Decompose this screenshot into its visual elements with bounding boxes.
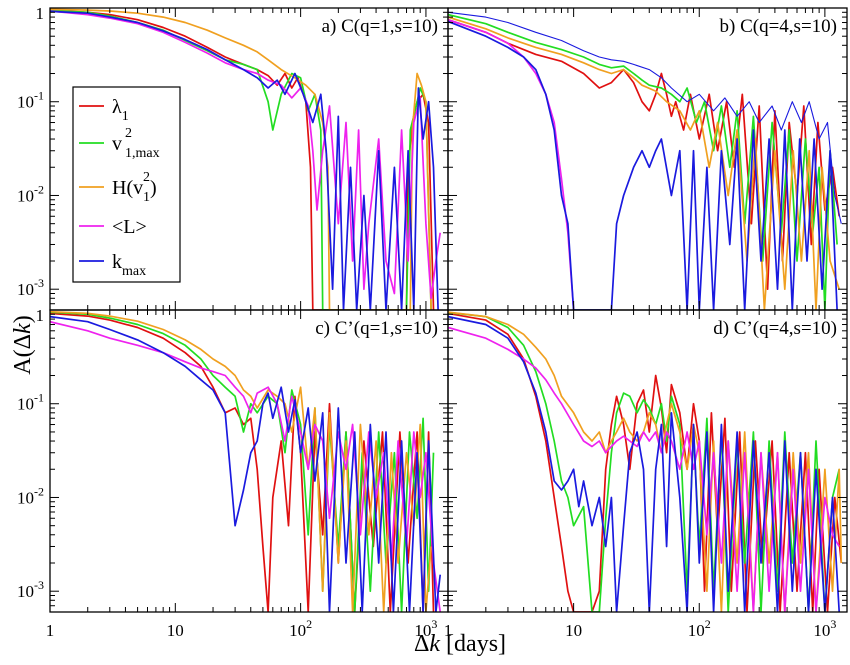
series-line-b-v-1-max [448,13,838,310]
panel-frame-d [447,309,848,613]
series-line-b-h-v-1 [448,16,841,310]
y-tick-label-a: 1 [36,4,45,23]
series-line-b-kmax [448,20,838,310]
y-tick-label-a: 10-2 [17,182,44,205]
x-tick-label-c: 102 [289,617,312,640]
panel-title-c: c) C’(q=1,s=10) [315,318,438,339]
series-line-c-v-1-max [50,311,435,612]
x-tick-label-c: 103 [414,617,437,640]
y-axis-title: A(Δk) [10,315,36,374]
legend-label-H: H(v2 1) [112,170,157,205]
series-line-d-v-1-max [448,311,841,612]
panel-title-a: a) C(q=1,s=10) [322,16,438,37]
series-group-c [50,310,442,612]
legend-label-v2: v 2 1,max [112,126,160,161]
series-line-a-kmax [50,10,439,310]
series-line-c-kmax [50,315,442,612]
y-tick-label-c: 1 [36,306,45,325]
series-group-a [50,8,442,310]
panel-b: b) C(q=4,s=10) [447,7,848,311]
y-tick-label-a: 10-1 [17,89,44,112]
x-tick-label-d: 103 [813,617,836,640]
panel-d: d) C’(q=4,s=10) [447,309,848,613]
legend-box [72,86,181,283]
x-tick-label-c: 1 [46,621,55,640]
panel-c: c) C’(q=1,s=10) [49,309,449,613]
series-group-b [448,11,842,310]
series-line-d-kmax [448,315,841,612]
x-tick-label-d: 10 [565,621,582,640]
x-axis-title: Δk [days] [414,631,506,657]
series-line-c-1 [50,312,435,612]
x-tick-label-d: 1 [444,621,453,640]
series-line-c-l [50,320,442,612]
series-line-a-h-v-1 [50,8,432,310]
legend-label-lambda1: λ1 [112,96,129,124]
panel-title-d: d) C’(q=4,s=10) [713,318,837,339]
x-tick-label-c: 10 [167,621,184,640]
y-tick-label-c: 10-2 [17,484,44,507]
y-tick-label-c: 10-1 [17,391,44,414]
y-tick-label-a: 10-3 [17,276,44,299]
series-line-b-kmax-thin [448,11,842,224]
series-line-c-h-v-1 [50,310,432,612]
legend-label-kmax: kmax [112,251,146,279]
series-group-d [448,311,843,612]
series-line-a-l [50,10,442,300]
x-tick-label-d: 102 [688,617,711,640]
y-tick-label-c: 10-3 [17,578,44,601]
series-line-b-l [448,18,575,310]
legend-label-L: <L> [112,216,147,238]
legend: λ1v 2 1,max H(v2 1) <L> kmax [72,86,181,283]
panel-title-b: b) C(q=4,s=10) [720,16,837,37]
